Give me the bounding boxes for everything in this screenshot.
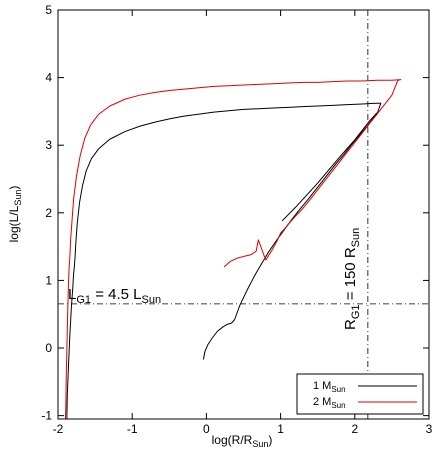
lg1-main: L (68, 286, 76, 303)
lg1-rest: = 4.5 L (91, 286, 141, 303)
series-line-4 (64, 79, 402, 420)
y-axis-title-main: log(L/L (7, 205, 21, 242)
rg1-rest: = 150 R (342, 247, 359, 304)
legend-label-2msun: 2 MSun (313, 396, 346, 410)
plot-frame (57, 9, 430, 420)
x-axis-title-main: log(R/R (212, 433, 253, 447)
x-tick-label: -1 (127, 422, 138, 436)
x-tick-label: 1 (277, 422, 284, 436)
x-tick-label: 3 (426, 422, 433, 436)
x-axis-title-close: ) (268, 433, 272, 447)
series-line-2 (66, 102, 382, 419)
y-tick-label: 1 (45, 273, 52, 287)
rg1-main: R (342, 319, 359, 330)
axis-ticks (57, 9, 430, 419)
y-tick-label: 4 (45, 71, 52, 85)
legend-box (296, 373, 424, 415)
rg1-sub: G1 (350, 304, 362, 319)
x-axis-title: log(R/RSun) (212, 433, 273, 449)
y-tick-label: 2 (45, 206, 52, 220)
x-tick-label: 2 (351, 422, 358, 436)
y-axis-title-close: ) (7, 186, 21, 190)
series-line-1 (281, 112, 378, 222)
y-tick-label: 5 (45, 3, 52, 17)
y-tick-label: 3 (45, 138, 52, 152)
legend-label-1msun: 1 MSun (313, 380, 346, 394)
x-axis-title-sub: Sun (252, 439, 268, 449)
radius-annotation: RG1 = 150 RSun (342, 228, 362, 330)
series-line-0 (202, 113, 378, 360)
legend-2-main: 2 M (313, 396, 331, 408)
lg1-sub2: Sun (142, 294, 162, 306)
y-tick-label: -1 (41, 409, 52, 423)
series-lines (64, 79, 402, 420)
series-line-3 (223, 80, 399, 268)
reference-lines (58, 10, 429, 419)
legend-2-sub: Sun (331, 401, 345, 410)
x-tick-label: -2 (53, 422, 64, 436)
luminosity-annotation: LG1 = 4.5 LSun (68, 286, 161, 306)
y-tick-label: 0 (45, 341, 52, 355)
y-axis-title: log(L/LSun) (7, 186, 23, 243)
lg1-sub: G1 (76, 294, 91, 306)
legend-1-main: 1 M (313, 380, 331, 392)
y-axis-title-sub: Sun (13, 190, 23, 206)
x-tick-label: 0 (203, 422, 210, 436)
legend: 1 MSun 2 MSun (296, 373, 424, 415)
rg1-sub2: Sun (350, 228, 362, 248)
legend-1-sub: Sun (331, 385, 345, 394)
